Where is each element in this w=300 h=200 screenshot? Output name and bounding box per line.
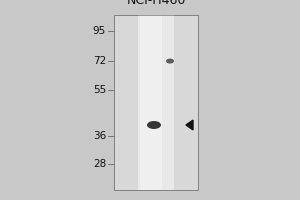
Text: NCI-H460: NCI-H460 xyxy=(126,0,186,7)
Text: 36: 36 xyxy=(93,131,106,141)
Bar xyxy=(114,15,198,190)
Text: 95: 95 xyxy=(93,26,106,36)
Ellipse shape xyxy=(147,121,161,129)
Bar xyxy=(114,15,198,190)
Text: 72: 72 xyxy=(93,56,106,66)
Text: 28: 28 xyxy=(93,159,106,169)
Ellipse shape xyxy=(166,59,174,64)
Bar xyxy=(140,15,162,190)
Text: 55: 55 xyxy=(93,85,106,95)
Polygon shape xyxy=(186,120,193,130)
Bar xyxy=(138,15,174,190)
